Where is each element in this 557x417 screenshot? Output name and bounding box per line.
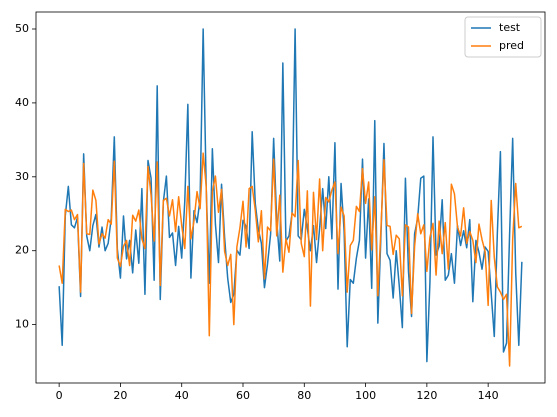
x-tick-label: 140 xyxy=(478,389,499,402)
y-tick-label: 10 xyxy=(15,318,29,331)
line-series xyxy=(58,152,523,367)
axes-frame xyxy=(35,11,546,384)
x-tick-label: 0 xyxy=(56,389,63,402)
y-tick-label: 30 xyxy=(15,170,29,183)
legend: test pred xyxy=(464,16,542,58)
legend-label: test xyxy=(499,21,521,34)
x-tick-label: 120 xyxy=(416,389,437,402)
y-tick-label: 20 xyxy=(15,244,29,257)
x-tick-label: 100 xyxy=(355,389,376,402)
legend-label: pred xyxy=(499,39,524,52)
line-series xyxy=(58,28,523,363)
x-tick-label: 80 xyxy=(297,389,311,402)
y-tick-label: 40 xyxy=(15,96,29,109)
x-tick-label: 60 xyxy=(236,389,250,402)
x-tick-label: 40 xyxy=(175,389,189,402)
x-tick-label: 20 xyxy=(113,389,127,402)
legend-box xyxy=(464,16,542,58)
y-tick-label: 50 xyxy=(15,22,29,35)
